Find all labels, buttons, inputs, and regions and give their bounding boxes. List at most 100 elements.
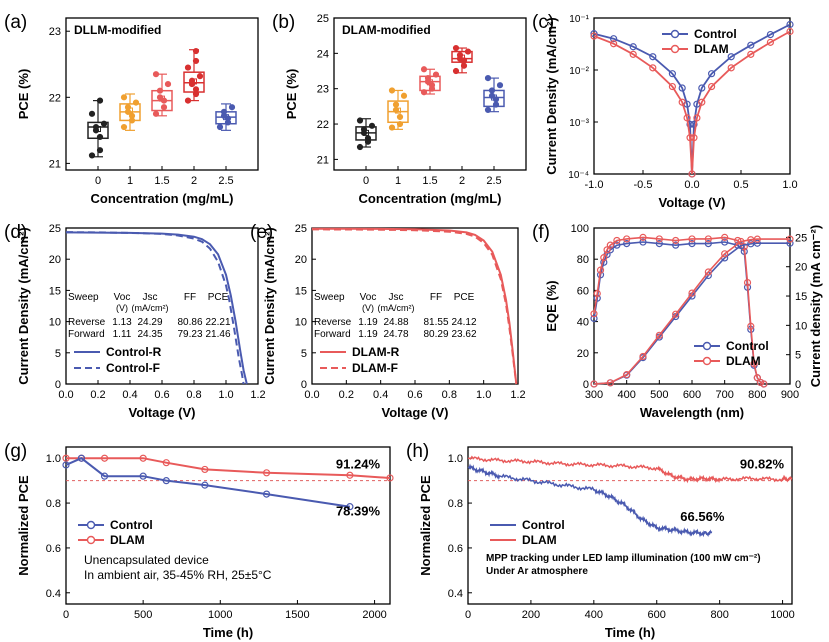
y-tick-label: 20	[295, 254, 307, 266]
data-point	[160, 104, 168, 111]
data-point	[678, 84, 686, 92]
data-point	[707, 82, 716, 91]
data-point	[737, 237, 745, 246]
y2-tick-label: 20	[795, 262, 807, 274]
y-tick-label: 100	[571, 223, 589, 235]
panel-letter: (g)	[4, 441, 27, 462]
annotation-control: 66.56%	[680, 509, 725, 524]
y-tick-label: 60	[577, 285, 589, 297]
x-tick-label: -0.5	[634, 179, 653, 191]
data-point	[639, 238, 647, 246]
data-point	[740, 243, 748, 251]
series-line	[65, 231, 248, 385]
data-point	[356, 117, 364, 124]
y-tick-label: 0.4	[448, 588, 463, 600]
x-tick-label: 0.2	[90, 389, 105, 401]
data-point	[786, 20, 794, 29]
note-line: In ambient air, 35-45% RH, 25±5°C	[84, 568, 272, 582]
data-point	[672, 236, 680, 245]
y-axis-label: Current Density (mA/cm²)	[16, 227, 31, 384]
x-tick-label: 2.5	[486, 175, 501, 187]
y-axis-label: EQE (%)	[544, 280, 559, 331]
data-point	[424, 74, 432, 82]
data-point	[672, 310, 680, 318]
legend-label: DLAM-R	[352, 345, 400, 359]
panel-a: 21 22 23 0 1 1.5 2 2.5 DLLM-modified (a) Concentra…	[4, 12, 259, 206]
data-point	[488, 87, 496, 94]
data-point	[139, 454, 147, 462]
table-cell: Reverse	[68, 317, 106, 328]
data-point	[688, 240, 696, 248]
x-tick-label: 0.0	[304, 389, 319, 401]
panel-h: 0 200 400 600 800 1000 0.4 0.6 0.8 1.0 90.82% 66.56…	[406, 441, 795, 640]
table-cell: 80.86	[177, 317, 202, 328]
table-header: PCE	[208, 292, 229, 303]
data-point	[727, 64, 735, 72]
data-point	[704, 240, 712, 248]
data-point	[196, 73, 204, 80]
data-point	[743, 279, 752, 287]
y-tick-label: 23	[317, 84, 329, 96]
data-point	[690, 120, 698, 128]
data-point	[590, 314, 598, 323]
panel-letter: (b)	[272, 12, 295, 33]
panel-letter: (e)	[250, 222, 273, 243]
table-unit: (mA/cm²)	[132, 303, 169, 313]
data-point	[596, 266, 605, 274]
x-tick-label: 200	[522, 609, 540, 621]
data-point	[603, 246, 611, 254]
data-point	[786, 239, 794, 247]
data-point	[766, 38, 775, 46]
x-tick-label: 0.4	[122, 389, 137, 401]
x-tick-label: 500	[134, 609, 152, 621]
y-tick-label: 0	[301, 379, 307, 391]
legend-label: Control	[694, 27, 737, 41]
data-point	[721, 250, 729, 258]
data-point	[484, 106, 492, 114]
y-tick-label: 25	[295, 223, 307, 235]
data-point	[160, 97, 168, 104]
y-axis-label: Current Density (mA/cm²)	[544, 17, 559, 174]
note-line: Under Ar atmosphere	[486, 566, 588, 577]
data-point	[464, 48, 472, 55]
y-axis-label: Current Density (mA/cm²)	[262, 227, 277, 384]
y-tick-label: 15	[49, 285, 61, 297]
data-point	[201, 481, 209, 489]
table-cell: 24.78	[383, 329, 408, 340]
series-line	[66, 457, 391, 479]
plot-frame	[467, 446, 793, 605]
data-point	[192, 57, 200, 65]
data-point	[152, 110, 160, 117]
data-point	[747, 322, 755, 330]
x-tick-label: 2000	[362, 609, 386, 621]
x-axis-label: Time (h)	[605, 625, 655, 640]
data-point	[678, 98, 686, 106]
y-tick-label: 10	[295, 317, 307, 329]
data-point	[120, 94, 128, 101]
data-point	[688, 289, 696, 297]
y-tick-label: 5	[55, 348, 61, 360]
data-point	[609, 40, 618, 48]
data-point	[262, 469, 271, 477]
data-point	[392, 101, 400, 108]
data-point	[201, 465, 209, 474]
series-line	[593, 238, 790, 385]
data-point	[88, 110, 96, 117]
data-point	[707, 70, 716, 78]
x-tick-label: 0	[95, 175, 101, 187]
data-point	[396, 120, 404, 128]
table-cell: Forward	[68, 329, 105, 340]
table-unit: (V)	[116, 303, 128, 313]
x-tick-label: 700	[715, 389, 733, 401]
table-header: FF	[430, 292, 442, 303]
data-point	[686, 134, 694, 142]
y-axis-label: Normalized PCE	[418, 475, 433, 576]
data-point	[100, 454, 109, 462]
x-tick-label: 0	[363, 175, 369, 187]
legend-label: DLAM	[726, 354, 761, 368]
x-tick-label: 1	[395, 175, 401, 187]
x-tick-label: 2	[459, 175, 465, 187]
data-point	[192, 47, 200, 55]
y-tick-label: 0.8	[46, 498, 61, 510]
y-axis-label: PCE (%)	[16, 69, 31, 120]
